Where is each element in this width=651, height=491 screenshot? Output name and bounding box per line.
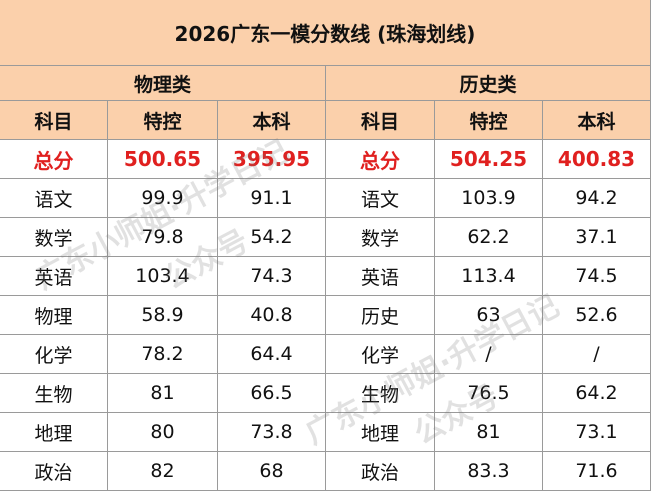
table-cell: 81 [435,413,543,452]
table-cell: 生物 [0,374,108,413]
table-cell: 历史 [326,296,435,335]
table-cell: 82 [108,452,218,491]
table-cell: 113.4 [435,257,543,296]
table-cell: / [435,335,543,374]
table-cell: 地理 [0,413,108,452]
table-cell: 64.4 [218,335,326,374]
table-cell: 37.1 [543,218,651,257]
table-cell: 化学 [0,335,108,374]
column-header: 本科 [218,101,326,140]
table-cell: 64.2 [543,374,651,413]
table-cell: 74.3 [218,257,326,296]
table-cell: 99.9 [108,179,218,218]
table-cell: 66.5 [218,374,326,413]
total-cell: 总分 [326,140,435,179]
table-cell: 79.8 [108,218,218,257]
table-cell: 83.3 [435,452,543,491]
table-cell: 化学 [326,335,435,374]
table-cell: 语文 [326,179,435,218]
column-header: 科目 [0,101,108,140]
table-cell: 81 [108,374,218,413]
table-cell: 63 [435,296,543,335]
table-cell: 74.5 [543,257,651,296]
table-cell: 76.5 [435,374,543,413]
table-cell: 地理 [326,413,435,452]
table-cell: 生物 [326,374,435,413]
total-cell: 总分 [0,140,108,179]
table-cell: 73.1 [543,413,651,452]
column-header: 特控 [435,101,543,140]
section-header: 物理类 [0,66,326,101]
total-cell: 500.65 [108,140,218,179]
table-title: 2026广东一模分数线 (珠海划线) [0,0,651,66]
table-cell: 52.6 [543,296,651,335]
table-cell: 数学 [326,218,435,257]
table-cell: 英语 [326,257,435,296]
table-cell: 物理 [0,296,108,335]
total-cell: 395.95 [218,140,326,179]
table-cell: 62.2 [435,218,543,257]
table-cell: 94.2 [543,179,651,218]
table-cell: / [543,335,651,374]
table-cell: 40.8 [218,296,326,335]
section-header: 历史类 [326,66,651,101]
table-cell: 政治 [0,452,108,491]
table-cell: 78.2 [108,335,218,374]
table-cell: 58.9 [108,296,218,335]
column-header: 本科 [543,101,651,140]
table-cell: 政治 [326,452,435,491]
column-header: 科目 [326,101,435,140]
table-cell: 80 [108,413,218,452]
table-cell: 68 [218,452,326,491]
table-cell: 91.1 [218,179,326,218]
table-cell: 73.8 [218,413,326,452]
table-cell: 语文 [0,179,108,218]
table-cell: 54.2 [218,218,326,257]
table-cell: 英语 [0,257,108,296]
table-cell: 103.9 [435,179,543,218]
table-cell: 数学 [0,218,108,257]
total-cell: 504.25 [435,140,543,179]
total-cell: 400.83 [543,140,651,179]
table-cell: 71.6 [543,452,651,491]
table-cell: 103.4 [108,257,218,296]
column-header: 特控 [108,101,218,140]
